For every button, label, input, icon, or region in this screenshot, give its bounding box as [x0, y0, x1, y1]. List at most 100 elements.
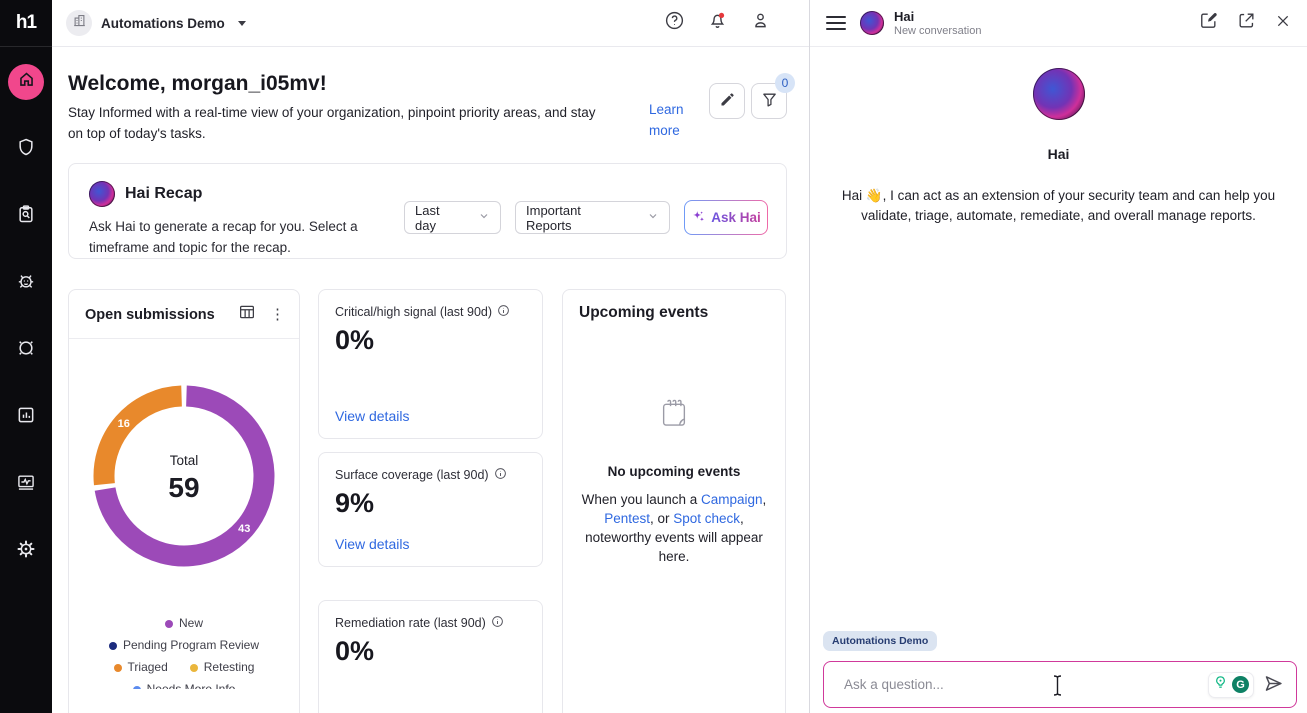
- open-submissions-title: Open submissions: [85, 306, 215, 323]
- help-button[interactable]: [663, 11, 685, 34]
- context-chip[interactable]: Automations Demo: [823, 631, 938, 651]
- legend-dot: [189, 663, 198, 672]
- topic-select[interactable]: Important Reports: [515, 201, 670, 234]
- sidebar-items: [8, 64, 44, 569]
- view-details-link[interactable]: View details: [335, 408, 410, 424]
- campaign-link[interactable]: Campaign: [701, 492, 763, 507]
- kebab-menu-icon[interactable]: ⋮: [270, 306, 285, 323]
- hai-panel-header: Hai New conversation: [810, 0, 1307, 47]
- legend-item[interactable]: New: [164, 615, 203, 632]
- upcoming-events-card: Upcoming events No upcoming events When …: [562, 289, 786, 713]
- open-in-new-icon[interactable]: [1237, 11, 1256, 35]
- spot-check-link[interactable]: Spot check: [673, 511, 741, 526]
- close-icon[interactable]: [1275, 13, 1291, 34]
- main-content: Welcome, morgan_i05mv! Stay Informed wit…: [52, 47, 809, 713]
- stat-card-remediation-rate: Remediation rate (last 90d) 0% View deta…: [318, 600, 543, 713]
- left-sidebar: h1: [0, 0, 52, 713]
- pencil-icon: [719, 91, 736, 111]
- notifications-button[interactable]: [706, 12, 728, 34]
- grammarly-icon: G: [1232, 676, 1249, 693]
- bar-chart-icon: [16, 405, 36, 430]
- open-submissions-card: Open submissions ⋮ 43 16 Total 59: [68, 289, 300, 713]
- calendar-icon: [655, 394, 693, 437]
- sidebar-item-home[interactable]: [8, 64, 44, 100]
- ask-question-input[interactable]: [824, 662, 1209, 707]
- target-icon: [16, 338, 36, 363]
- monitor-pulse-icon: [16, 472, 36, 497]
- learn-more-link[interactable]: Learn more: [649, 102, 684, 138]
- chevron-down-icon: [629, 210, 659, 225]
- sidebar-item-monitoring[interactable]: [8, 466, 44, 502]
- ask-hai-button[interactable]: Ask Hai: [684, 200, 768, 235]
- filter-icon: [761, 91, 778, 111]
- org-name: Automations Demo: [101, 15, 225, 31]
- legend-item[interactable]: Retesting: [189, 659, 254, 676]
- edit-dashboard-button[interactable]: [709, 83, 745, 119]
- pentest-link[interactable]: Pentest: [604, 511, 650, 526]
- svg-text:43: 43: [238, 523, 250, 535]
- info-icon[interactable]: [497, 304, 510, 320]
- stat-value: 9%: [335, 488, 375, 518]
- hai-avatar: [860, 11, 884, 35]
- shield-icon: [16, 137, 36, 162]
- stat-value: 0%: [335, 636, 375, 666]
- lightbulb-icon: [1213, 675, 1228, 695]
- person-icon: [750, 10, 771, 36]
- donut-legend: New Pending Program Review Triaged Retes…: [84, 615, 284, 689]
- org-avatar: [66, 10, 92, 36]
- hai-intro-text: Hai 👋, I can act as an extension of your…: [841, 188, 1276, 223]
- legend-dot: [113, 663, 122, 672]
- menu-icon[interactable]: [826, 16, 846, 30]
- legend-dot: [132, 685, 141, 689]
- legend-dot: [108, 641, 117, 650]
- info-icon[interactable]: [491, 615, 504, 631]
- filter-button[interactable]: 0: [751, 73, 795, 119]
- send-button[interactable]: [1263, 673, 1284, 697]
- filter-count-badge: 0: [775, 73, 795, 93]
- hai-recap-title: Hai Recap: [125, 185, 203, 202]
- welcome-section: Welcome, morgan_i05mv! Stay Informed wit…: [68, 72, 795, 144]
- new-conversation-icon[interactable]: [1199, 11, 1218, 35]
- sidebar-item-scope[interactable]: [8, 332, 44, 368]
- building-icon: [72, 13, 87, 33]
- info-icon[interactable]: [494, 467, 507, 483]
- hai-name: Hai: [1047, 146, 1070, 162]
- donut-chart[interactable]: 43 16: [92, 384, 276, 568]
- hai-panel-body: Hai Hai 👋, I can act as an extension of …: [810, 47, 1307, 713]
- sparkle-icon: [691, 209, 706, 227]
- home-icon: [17, 70, 36, 94]
- legend-dot: [164, 619, 173, 628]
- table-view-icon[interactable]: [238, 303, 256, 326]
- stat-card-critical-high-signal: Critical/high signal (last 90d) 0% View …: [318, 289, 543, 439]
- question-input-wrapper: G: [823, 661, 1297, 708]
- legend-item[interactable]: Needs More Info: [132, 681, 235, 689]
- clipboard-search-icon: [16, 204, 36, 229]
- stat-value: 0%: [335, 325, 375, 355]
- sidebar-item-reports[interactable]: [8, 265, 44, 301]
- org-selector[interactable]: Automations Demo: [66, 10, 246, 36]
- hai-input-area: Automations Demo G: [810, 631, 1307, 713]
- page-title: Welcome, morgan_i05mv!: [68, 72, 327, 95]
- sidebar-item-settings[interactable]: [8, 533, 44, 569]
- stat-card-surface-coverage: Surface coverage (last 90d) 9% View deta…: [318, 452, 543, 567]
- hai-avatar: [89, 181, 115, 207]
- open-submissions-donut: 43 16 Total 59: [92, 384, 276, 573]
- grammarly-widget[interactable]: G: [1209, 672, 1253, 697]
- main-area: Automations Demo Welcome, morgan_i05mv!: [52, 0, 809, 713]
- topbar-actions: [663, 11, 771, 34]
- hai-recap-description: Ask Hai to generate a recap for you. Sel…: [89, 219, 358, 255]
- profile-button[interactable]: [749, 12, 771, 34]
- hai-panel-subtitle: New conversation: [894, 25, 982, 37]
- sidebar-item-analytics[interactable]: [8, 399, 44, 435]
- sidebar-item-assessments[interactable]: [8, 198, 44, 234]
- legend-item[interactable]: Triaged: [113, 659, 168, 676]
- hackerone-logo[interactable]: h1: [0, 0, 52, 47]
- timeframe-select[interactable]: Last day: [404, 201, 501, 234]
- legend-item[interactable]: Pending Program Review: [108, 637, 259, 654]
- sidebar-item-security[interactable]: [8, 131, 44, 167]
- bell-icon: [707, 10, 728, 36]
- view-details-link[interactable]: View details: [335, 536, 410, 552]
- hai-recap-card: Hai Recap Ask Hai to generate a recap fo…: [68, 163, 787, 259]
- page-subtitle: Stay Informed with a real-time view of y…: [68, 105, 596, 141]
- no-events-title: No upcoming events: [607, 464, 741, 479]
